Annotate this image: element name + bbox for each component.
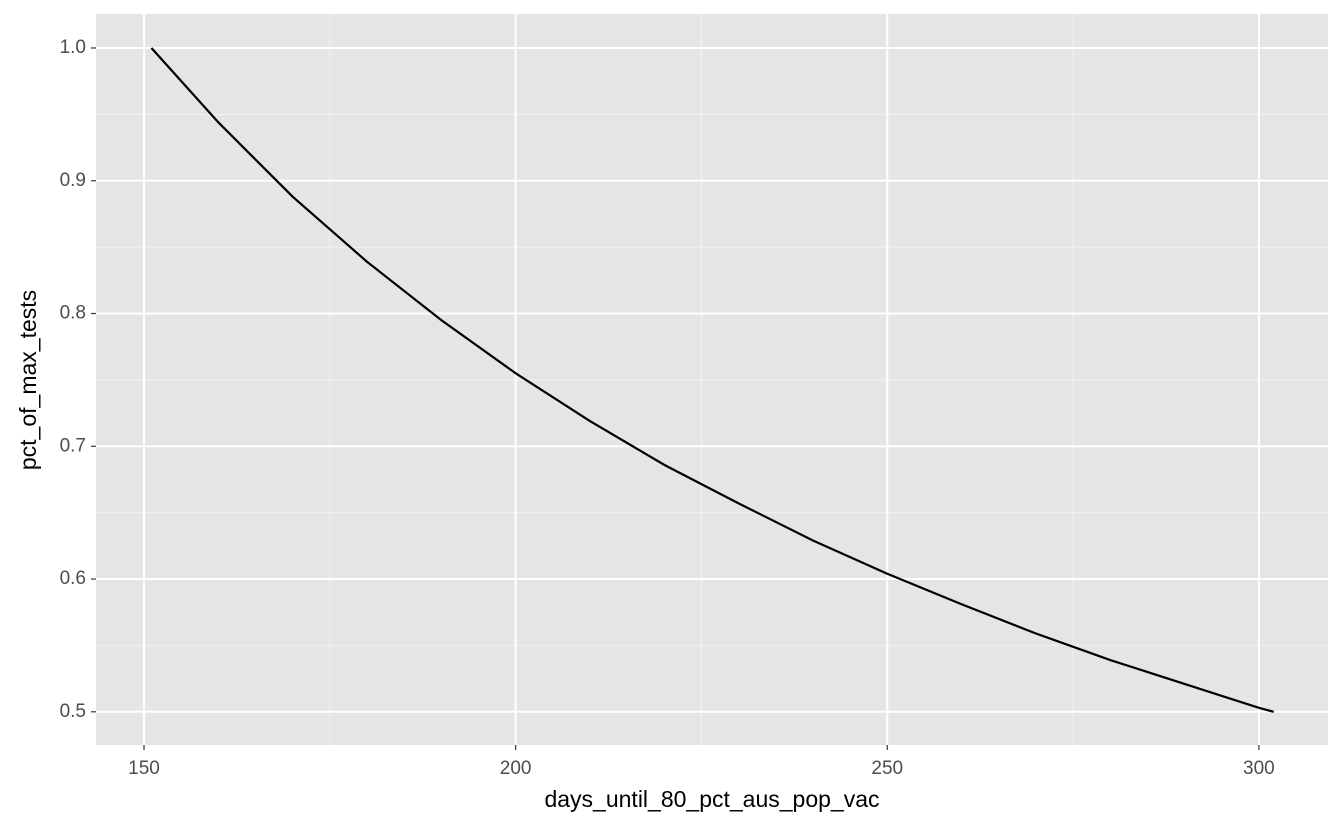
y-tick-label: 0.5	[60, 701, 86, 722]
line	[150, 47, 1275, 713]
grid	[96, 14, 1328, 745]
y-axis-title: pct_of_max_tests	[15, 290, 41, 470]
y-tick-label: 0.6	[60, 568, 86, 589]
x-axis-title: days_until_80_pct_aus_pop_vac	[544, 786, 879, 812]
x-tick-label: 300	[1243, 758, 1275, 779]
x-tick-label: 150	[128, 758, 160, 779]
y-tick-label: 1.0	[60, 37, 86, 58]
y-tick-label: 0.8	[60, 303, 86, 324]
y-tick-label: 0.7	[60, 435, 86, 456]
y-tick-label: 0.9	[60, 170, 86, 191]
marks	[150, 47, 1275, 713]
x-tick-label: 200	[500, 758, 532, 779]
x-tick-label: 250	[871, 758, 903, 779]
